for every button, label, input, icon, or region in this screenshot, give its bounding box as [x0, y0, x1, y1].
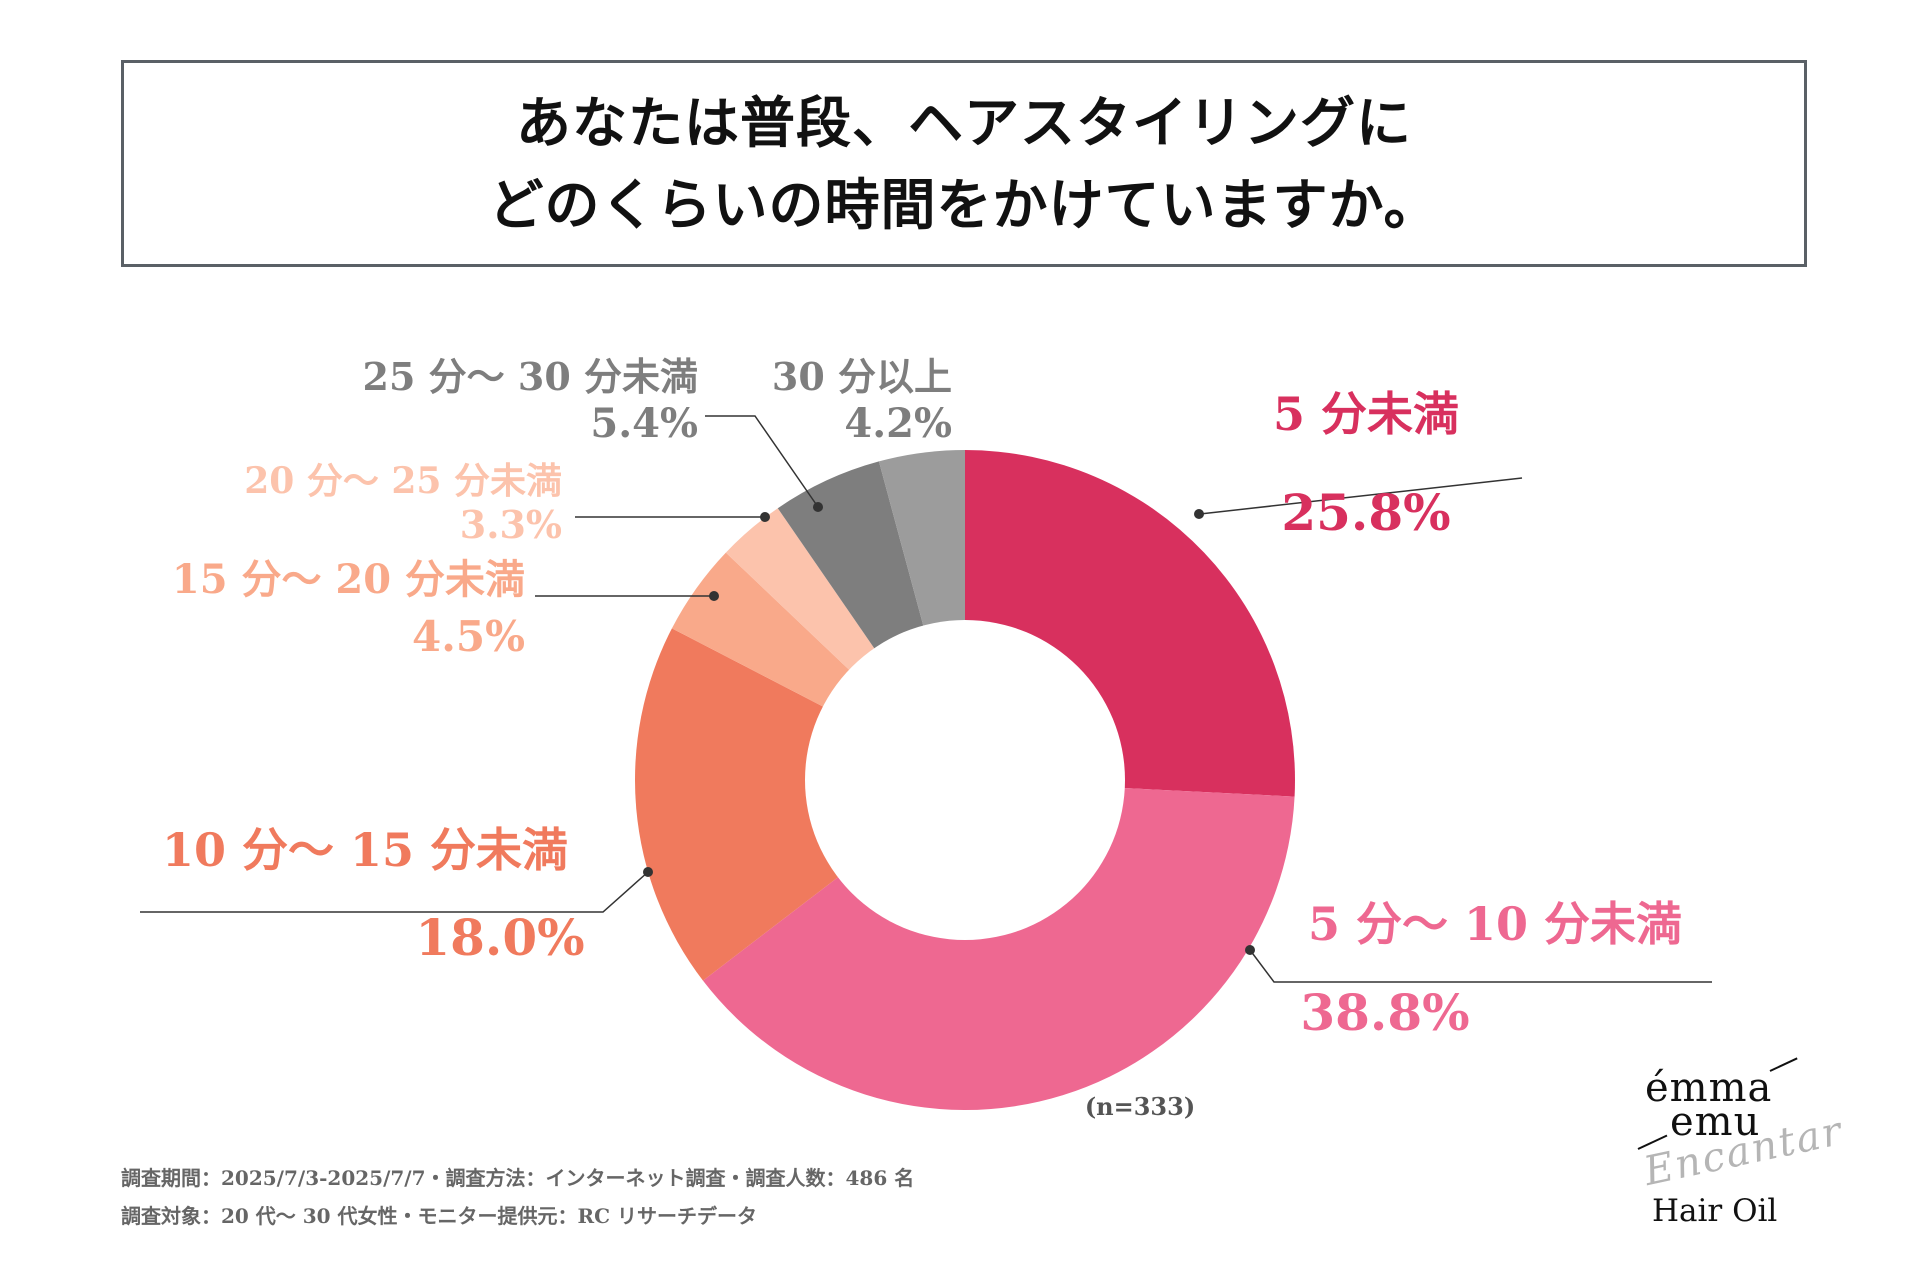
leader-dot-10-to-15 [643, 867, 653, 877]
leader-line-10-to-15 [140, 871, 649, 913]
donut-hole [805, 620, 1125, 940]
leader-line-under-5 [1199, 477, 1523, 515]
logo-text-emma: émma [1645, 1065, 1773, 1111]
brand-logo: émma emu Encantar Hair Oil [1620, 1050, 1847, 1240]
leader-line-5-to-10 [1249, 949, 1712, 983]
category-label-20-to-25: 20 分〜 25 分未満 [244, 460, 562, 502]
value-label-over-30: 4.2% [844, 400, 952, 447]
leader-dot-20-to-25 [760, 512, 770, 522]
category-label-5-to-10: 5 分〜 10 分未満 [1308, 897, 1682, 951]
value-label-15-to-20: 4.5% [412, 612, 525, 661]
slice-10-to-15 [634, 628, 965, 981]
logo-slash-top [1769, 1057, 1798, 1072]
footnote-survey-target: 調査対象：20 代〜 30 代女性・モニター提供元：RC リサーチデータ [121, 1204, 758, 1228]
title-line-1: あなたは普段、ヘアスタイリングに [515, 89, 1412, 155]
leader-lines [140, 415, 1712, 983]
value-label-5-to-10: 38.8% [1300, 983, 1469, 1042]
value-label-20-to-25: 3.3% [460, 502, 562, 547]
leader-line-25-to-30 [705, 415, 819, 508]
footnote-survey-period: 調査期間：2025/7/3-2025/7/7・調査方法：インターネット調査・調査… [121, 1166, 915, 1190]
slice-labels: 5 分未満 25.8% 5 分〜 10 分未満 38.8% 10 分〜 15 分未満 18… [162, 354, 1682, 1042]
value-label-25-to-30: 5.4% [590, 400, 698, 447]
leader-dot-under-5 [1194, 509, 1204, 519]
leader-dot-15-to-20 [709, 591, 719, 601]
title-line-2: どのくらいの時間をかけていますか。 [488, 171, 1440, 237]
logo-text-emu: emu [1670, 1099, 1761, 1145]
category-label-10-to-15: 10 分〜 15 分未満 [162, 823, 568, 877]
category-label-over-30: 30 分以上 [772, 354, 952, 399]
leader-dot-25-to-30 [813, 502, 823, 512]
category-label-15-to-20: 15 分〜 20 分未満 [172, 556, 525, 603]
value-label-under-5: 25.8% [1281, 483, 1450, 542]
logo-text-hair-oil: Hair Oil [1652, 1193, 1778, 1229]
category-label-under-5: 5 分未満 [1273, 387, 1459, 441]
leader-dot-5-to-10 [1245, 945, 1255, 955]
title-box: あなたは普段、ヘアスタイリングに どのくらいの時間をかけていますか。 [121, 60, 1807, 267]
value-label-10-to-15: 18.0% [415, 908, 584, 967]
sample-size: (n=333) [1084, 1092, 1196, 1121]
category-label-25-to-30: 25 分〜 30 分未満 [363, 354, 698, 399]
slice-5-to-10 [702, 780, 1295, 1111]
